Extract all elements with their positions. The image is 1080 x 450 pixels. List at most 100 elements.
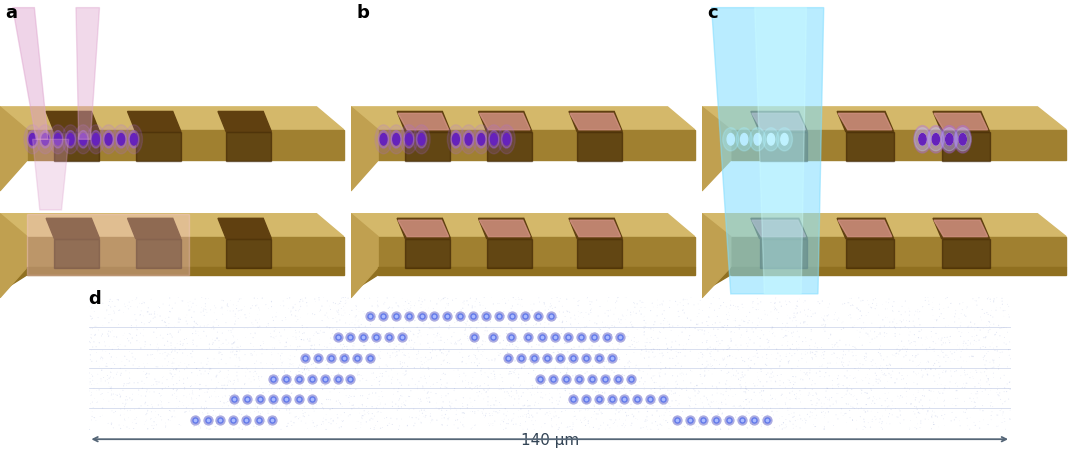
Point [854,426,872,433]
Point [867,369,885,377]
Point [646,379,663,386]
Point [274,374,292,381]
Point [246,408,264,415]
Point [959,371,976,378]
Point [669,416,686,423]
Point [283,361,300,368]
Point [194,410,212,418]
Point [988,329,1005,336]
Point [420,325,437,332]
Point [592,351,609,358]
Point [378,330,395,337]
Point [483,310,500,318]
Point [561,375,578,382]
Point [771,362,788,369]
Point [721,302,739,309]
Point [822,331,839,338]
Point [719,346,737,353]
Point [674,408,691,415]
Point [657,409,674,416]
Point [280,305,297,312]
Point [496,295,513,302]
Point [629,300,646,307]
Point [678,315,696,322]
Text: 140 μm: 140 μm [521,433,579,448]
Point [663,338,680,346]
Point [83,408,100,415]
Point [456,410,473,417]
Point [148,334,165,341]
Point [348,326,365,333]
Point [594,319,611,326]
Point [558,374,576,381]
Point [543,417,561,424]
Point [544,349,562,356]
Point [768,408,785,415]
Point [360,327,377,334]
Point [365,355,382,362]
Point [814,315,832,323]
Point [673,423,690,431]
Point [590,396,607,403]
Point [407,299,424,306]
Point [538,348,555,355]
Point [634,400,651,407]
Point [300,354,318,361]
Point [577,324,594,331]
Point [416,387,433,394]
Point [252,323,269,330]
Point [781,350,798,357]
Point [367,334,384,341]
Point [784,373,801,380]
Point [95,396,112,403]
Point [381,354,399,361]
Point [572,407,590,414]
Point [327,397,345,405]
Point [462,324,480,331]
Point [622,311,639,319]
Point [361,339,378,346]
Point [876,329,893,337]
Point [796,297,813,305]
Point [499,408,516,415]
Point [335,357,352,364]
Point [594,389,611,396]
Point [498,327,515,334]
Point [926,400,943,407]
Point [600,400,618,407]
Point [110,321,127,328]
Point [580,333,597,340]
Point [150,344,167,351]
Point [386,385,403,392]
Point [681,395,699,402]
Point [931,353,948,360]
Point [417,412,434,419]
Point [761,405,779,412]
Point [409,313,427,320]
Point [390,341,407,348]
Point [933,341,950,348]
Point [757,419,774,427]
Point [815,316,833,323]
Point [473,408,490,415]
Point [663,387,680,395]
Point [931,374,948,382]
Point [98,376,116,383]
Point [121,425,138,432]
Point [773,325,791,333]
Point [292,303,309,310]
Point [419,364,436,371]
Point [107,408,124,415]
Point [841,372,859,379]
Point [924,299,942,306]
Point [848,304,865,311]
Point [620,369,637,376]
Point [967,321,984,328]
Point [114,387,132,394]
Point [866,400,883,407]
Point [180,402,198,410]
Point [472,302,489,309]
Point [90,314,107,321]
Point [265,375,282,382]
Point [227,318,244,325]
